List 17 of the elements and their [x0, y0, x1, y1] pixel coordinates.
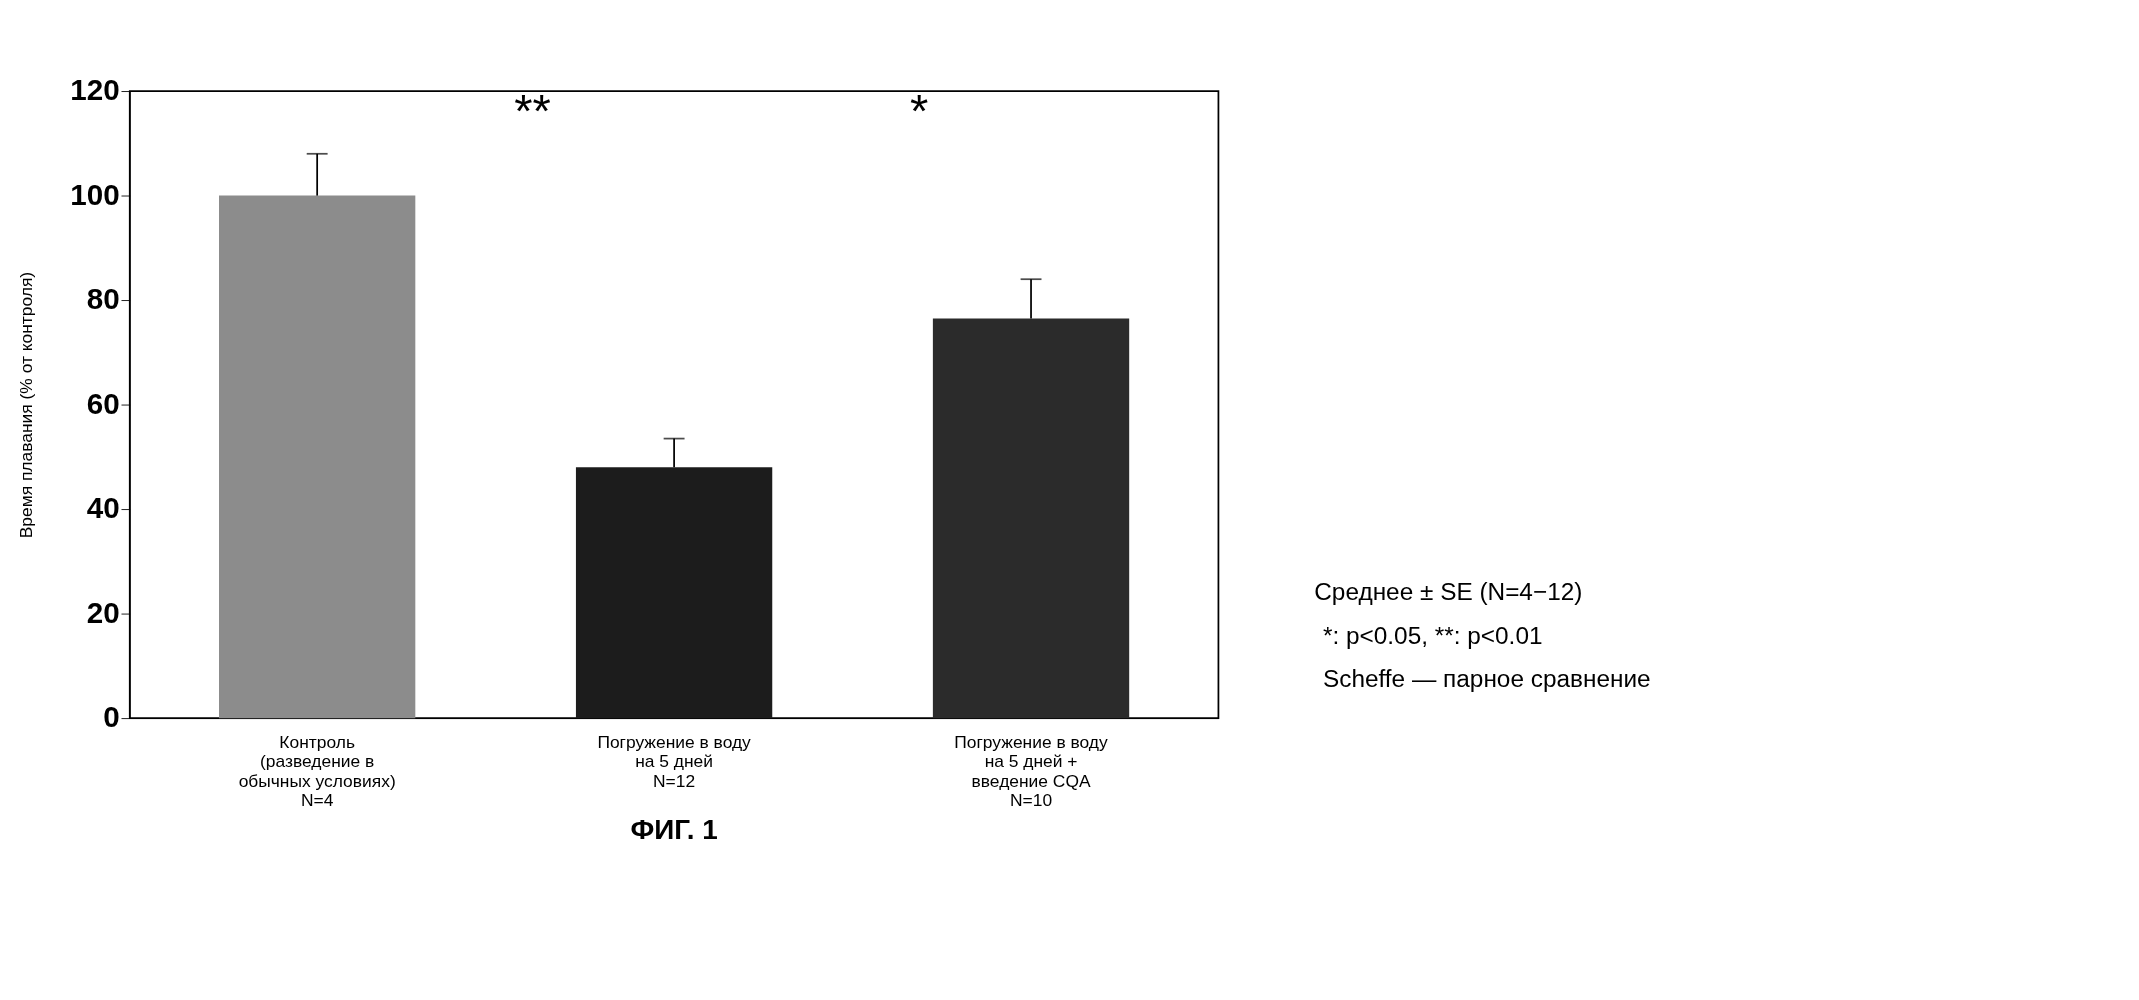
y-tick-label: 120 [70, 73, 120, 107]
x-tick-label: Контроль (разведение в обычных условиях) N=4 [238, 732, 396, 810]
x-tick-label: Погружение в воду на 5 дней N=12 [597, 732, 752, 791]
y-tick-label: 40 [86, 491, 120, 525]
y-tick-label: 100 [70, 177, 120, 211]
annotation: * [909, 83, 929, 137]
text: ФИГ. 1 [630, 814, 718, 846]
y-tick-label: 0 [103, 700, 120, 734]
y-axis-title: Время плавания (% от контроля) [16, 271, 37, 539]
y-tick-label: 20 [86, 595, 120, 629]
text: *: p<0.05, **: p<0.01 [1322, 621, 1543, 649]
annotation: ** [514, 83, 551, 137]
text: Scheffe — парное сравнение [1322, 665, 1651, 693]
text: Среднее ± SE (N=4−12) [1314, 577, 1583, 605]
y-tick-label: 80 [86, 282, 120, 316]
x-tick-label: Погружение в воду на 5 дней + введение CQA N=10 [954, 732, 1109, 810]
y-tick-label: 60 [86, 386, 120, 420]
